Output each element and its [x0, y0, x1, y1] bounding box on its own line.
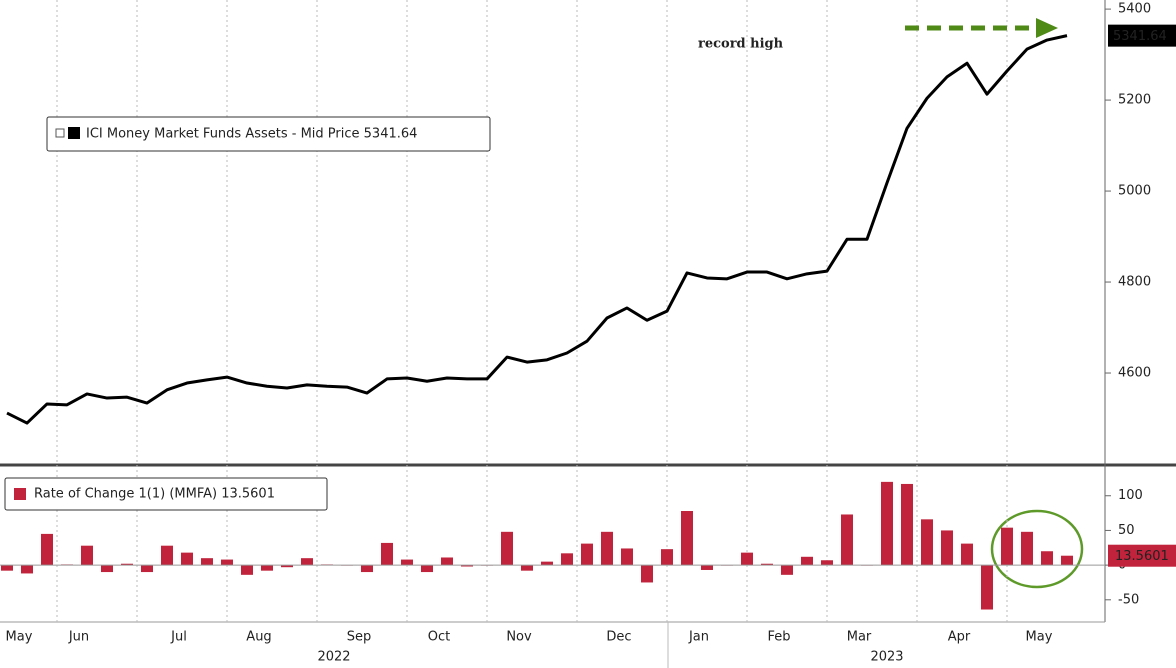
bar [681, 511, 693, 566]
bar [921, 519, 933, 566]
x-tick-label: Dec [606, 630, 631, 645]
bar [1, 565, 13, 571]
y-tick-label: 50 [1118, 523, 1135, 538]
bar [661, 549, 673, 566]
bar [181, 552, 193, 566]
bar [361, 565, 373, 573]
bar [441, 557, 453, 566]
annotation: record high [698, 37, 784, 52]
bar [801, 556, 813, 566]
bar [1001, 527, 1013, 566]
bar [621, 548, 633, 566]
legend-label: Rate of Change 1(1) (MMFA) 13.5601 [34, 487, 275, 502]
x-tick-label: Sep [347, 630, 372, 645]
bar [941, 530, 953, 566]
y-tick-label: 4600 [1118, 366, 1151, 381]
y-tick-label: 4800 [1118, 275, 1151, 290]
annotation-arrowhead [1036, 18, 1058, 38]
bar [881, 481, 893, 566]
x-tick-label: Apr [948, 630, 971, 645]
bar [81, 545, 93, 566]
bar [41, 533, 53, 566]
bar [161, 545, 173, 566]
bar [581, 543, 593, 566]
legend-box [46, 116, 491, 152]
x-tick-label: Jul [170, 630, 187, 645]
bar [761, 563, 773, 566]
bar [541, 561, 553, 566]
bar [1061, 555, 1073, 566]
bar [21, 565, 33, 574]
bar [841, 514, 853, 566]
bar [261, 565, 273, 571]
bar [301, 558, 313, 566]
bar [221, 559, 233, 566]
x-tick-label: Oct [428, 630, 450, 645]
bar [381, 542, 393, 566]
last-value-label: 13.5601 [1115, 549, 1169, 564]
bar [521, 565, 533, 571]
x-tick-label: Jun [68, 630, 89, 645]
legend-swatch [14, 488, 26, 500]
bar [201, 558, 213, 566]
x-tick-label: Jan [688, 630, 709, 645]
bar [561, 553, 573, 566]
bar [421, 565, 433, 573]
x-tick-label: May [1026, 630, 1053, 645]
bar [1021, 531, 1033, 566]
bar [961, 543, 973, 566]
x-tick-label: May [6, 630, 33, 645]
y-tick-label: 100 [1118, 488, 1143, 503]
bar [121, 563, 133, 566]
bar [241, 565, 253, 575]
data-line [6, 34, 1068, 425]
bar [101, 565, 113, 573]
last-value-label: 5341.64 [1113, 29, 1167, 44]
year-label: 2023 [870, 650, 903, 665]
bar [281, 565, 293, 568]
last-value-box [1108, 24, 1176, 47]
y-tick-label: 5200 [1118, 93, 1151, 108]
y-tick-label: 5400 [1118, 2, 1151, 17]
x-tick-label: Aug [246, 630, 271, 645]
x-tick-label: Feb [767, 630, 790, 645]
bar [601, 531, 613, 566]
highlight-circle [990, 509, 1084, 589]
bar [741, 552, 753, 566]
bar [501, 531, 513, 566]
bar [821, 560, 833, 566]
bar [981, 565, 993, 610]
legend-swatch [68, 127, 80, 139]
year-label: 2022 [317, 650, 350, 665]
legend-box [4, 477, 328, 511]
bar [461, 565, 473, 567]
bar [781, 565, 793, 575]
last-value-box [1108, 544, 1176, 567]
legend-expand [55, 128, 65, 138]
bar [1041, 551, 1053, 566]
x-tick-label: Mar [847, 630, 872, 645]
bar [641, 565, 653, 583]
bar [401, 559, 413, 566]
x-tick-label: Nov [506, 630, 532, 645]
y-tick-label: -50 [1118, 592, 1139, 607]
legend-label: ICI Money Market Funds Assets - Mid Pric… [86, 127, 417, 142]
bar [141, 565, 153, 573]
y-tick-label: 5000 [1118, 184, 1151, 199]
bar [701, 565, 713, 570]
bar [901, 483, 913, 566]
